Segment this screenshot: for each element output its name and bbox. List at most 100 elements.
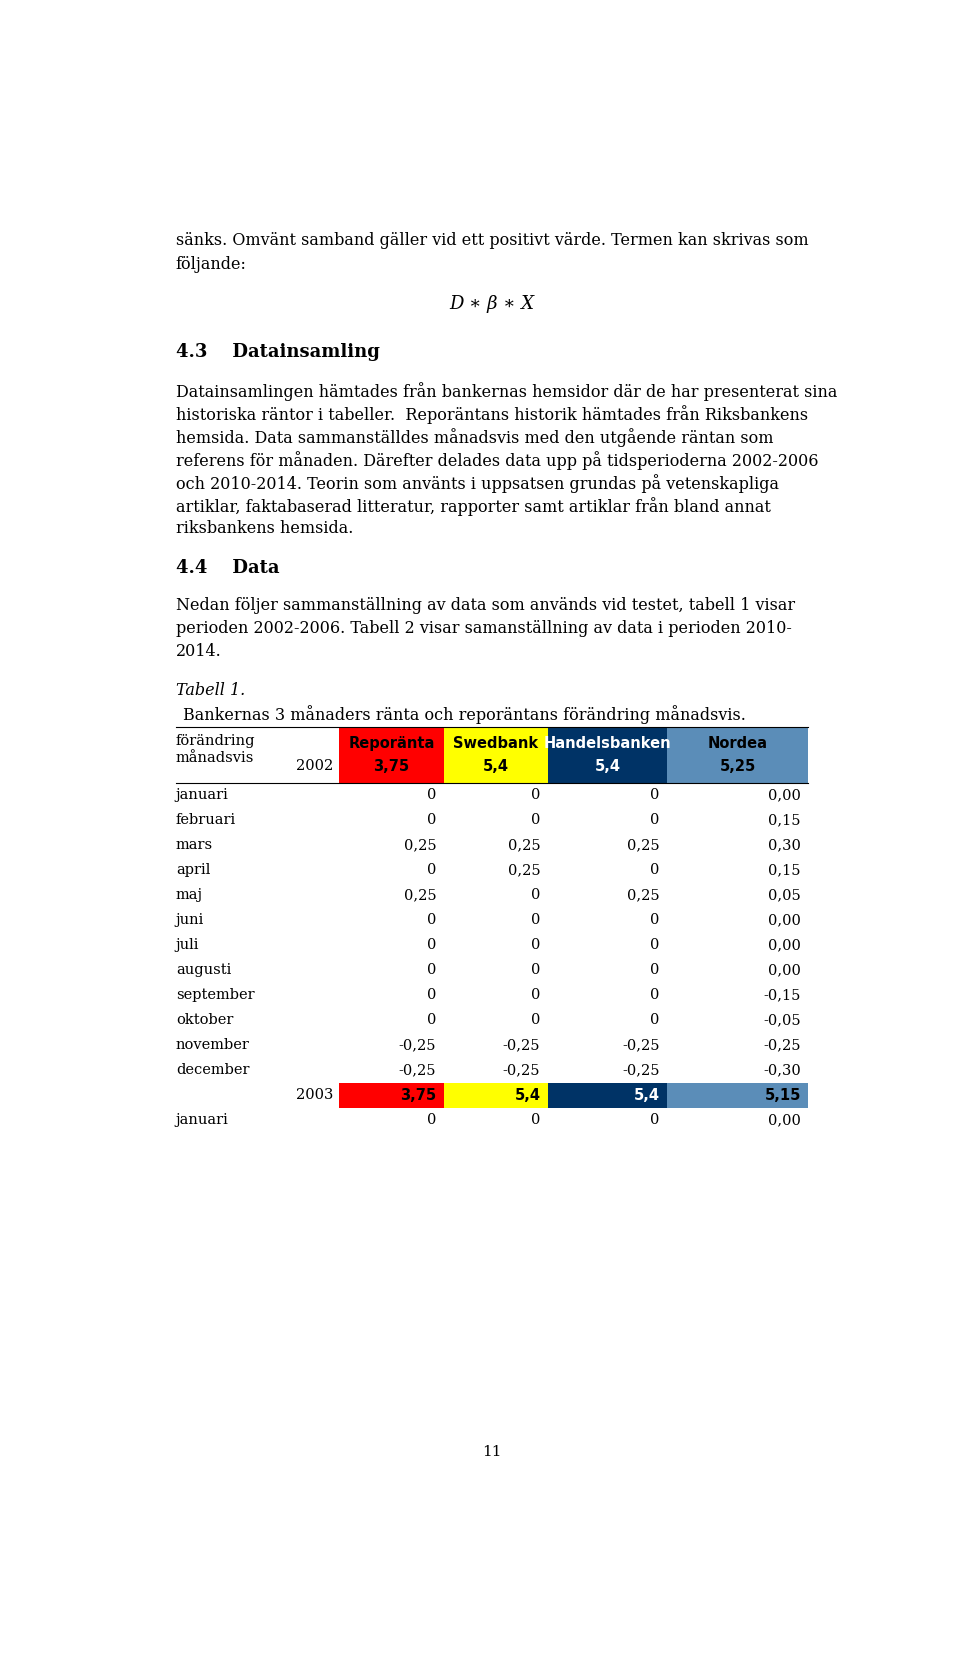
Text: historiska räntor i tabeller.  Reporäntans historik hämtades från Riksbankens: historiska räntor i tabeller. Reporäntan… [176, 404, 808, 424]
Text: mars: mars [176, 837, 213, 852]
Text: oktober: oktober [176, 1013, 233, 1027]
Text: juli: juli [176, 938, 200, 952]
Text: 0,25: 0,25 [627, 837, 660, 852]
Text: 5,4: 5,4 [483, 759, 509, 774]
Text: Reporänta: Reporänta [348, 735, 435, 750]
Text: 4.4    Data: 4.4 Data [176, 559, 279, 576]
Text: 0: 0 [650, 1013, 660, 1027]
Text: 5,4: 5,4 [634, 1088, 660, 1103]
Text: 3,75: 3,75 [373, 759, 410, 774]
Text: 0: 0 [531, 1113, 540, 1127]
Bar [340, 1083, 444, 1108]
Text: 0: 0 [650, 914, 660, 927]
Bar [548, 1083, 667, 1108]
Text: maj: maj [176, 887, 203, 902]
Text: 0: 0 [427, 812, 436, 827]
Text: Tabell 1.: Tabell 1. [176, 682, 245, 699]
Text: -0,25: -0,25 [763, 1038, 801, 1052]
Text: 0,25: 0,25 [627, 887, 660, 902]
Text: Nordea: Nordea [708, 735, 768, 750]
Text: perioden 2002-2006. Tabell 2 visar samanställning av data i perioden 2010-: perioden 2002-2006. Tabell 2 visar saman… [176, 621, 792, 637]
Text: 0: 0 [531, 988, 540, 1002]
Text: 3,75: 3,75 [400, 1088, 436, 1103]
Text: -0,25: -0,25 [622, 1038, 660, 1052]
Text: förändring: förändring [176, 734, 255, 747]
Text: 0,00: 0,00 [768, 938, 801, 952]
Text: 0,25: 0,25 [508, 862, 540, 877]
Bar [667, 727, 808, 784]
Text: hemsida. Data sammanställdes månadsvis med den utgående räntan som: hemsida. Data sammanställdes månadsvis m… [176, 428, 774, 446]
Text: Bankernas 3 månaders ränta och reporäntans förändring månadsvis.: Bankernas 3 månaders ränta och reporänta… [183, 704, 746, 724]
Text: 0,00: 0,00 [768, 787, 801, 802]
Text: 0,00: 0,00 [768, 1113, 801, 1127]
Text: Datainsamlingen hämtades från bankernas hemsidor där de har presenterat sina: Datainsamlingen hämtades från bankernas … [176, 381, 837, 401]
Text: 0,25: 0,25 [403, 887, 436, 902]
Bar [444, 727, 548, 784]
Text: februari: februari [176, 812, 236, 827]
Text: artiklar, faktabaserad litteratur, rapporter samt artiklar från bland annat: artiklar, faktabaserad litteratur, rappo… [176, 498, 771, 516]
Text: 0: 0 [427, 787, 436, 802]
Text: 0: 0 [650, 1113, 660, 1127]
Bar [444, 1083, 548, 1108]
Text: 0: 0 [531, 938, 540, 952]
Text: -0,25: -0,25 [503, 1063, 540, 1077]
Text: 0: 0 [650, 787, 660, 802]
Text: 0: 0 [531, 812, 540, 827]
Text: 0: 0 [427, 988, 436, 1002]
Bar [340, 727, 444, 784]
Text: 0: 0 [427, 1013, 436, 1027]
Text: 11: 11 [482, 1444, 502, 1458]
Text: november: november [176, 1038, 250, 1052]
Text: 0: 0 [531, 887, 540, 902]
Text: 0,15: 0,15 [768, 862, 801, 877]
Text: 0: 0 [531, 787, 540, 802]
Text: 0,00: 0,00 [768, 914, 801, 927]
Text: 2003: 2003 [296, 1088, 333, 1102]
Text: 5,25: 5,25 [719, 759, 756, 774]
Text: 0: 0 [531, 963, 540, 977]
Text: april: april [176, 862, 210, 877]
Text: och 2010-2014. Teorin som använts i uppsatsen grundas på vetenskapliga: och 2010-2014. Teorin som använts i upps… [176, 474, 779, 493]
Bar [667, 1083, 808, 1108]
Text: D ∗ β ∗ X: D ∗ β ∗ X [449, 295, 535, 313]
Text: januari: januari [176, 1113, 228, 1127]
Text: 0,30: 0,30 [768, 837, 801, 852]
Text: juni: juni [176, 914, 204, 927]
Text: -0,30: -0,30 [763, 1063, 801, 1077]
Text: -0,25: -0,25 [398, 1038, 436, 1052]
Text: 0: 0 [531, 1013, 540, 1027]
Text: 2014.: 2014. [176, 642, 222, 661]
Text: -0,05: -0,05 [763, 1013, 801, 1027]
Text: 5,15: 5,15 [764, 1088, 801, 1103]
Text: Nedan följer sammanställning av data som används vid testet, tabell 1 visar: Nedan följer sammanställning av data som… [176, 597, 795, 614]
Text: 0,25: 0,25 [508, 837, 540, 852]
Text: 4.3    Datainsamling: 4.3 Datainsamling [176, 343, 379, 361]
Text: -0,25: -0,25 [503, 1038, 540, 1052]
Text: 0,15: 0,15 [768, 812, 801, 827]
Text: 0,25: 0,25 [403, 837, 436, 852]
Text: 0,05: 0,05 [768, 887, 801, 902]
Text: 0: 0 [650, 988, 660, 1002]
Text: referens för månaden. Därefter delades data upp på tidsperioderna 2002-2006: referens för månaden. Därefter delades d… [176, 451, 818, 469]
Text: månadsvis: månadsvis [176, 750, 254, 765]
Text: december: december [176, 1063, 250, 1077]
Text: -0,25: -0,25 [622, 1063, 660, 1077]
Text: 0: 0 [650, 963, 660, 977]
Text: 0: 0 [427, 963, 436, 977]
Text: riksbankens hemsida.: riksbankens hemsida. [176, 519, 353, 537]
Text: 5,4: 5,4 [515, 1088, 540, 1103]
Text: följande:: följande: [176, 255, 247, 273]
Text: 0: 0 [650, 862, 660, 877]
Text: Swedbank: Swedbank [453, 735, 539, 750]
Text: 0: 0 [427, 1113, 436, 1127]
Text: 0: 0 [427, 914, 436, 927]
Text: 0: 0 [531, 914, 540, 927]
Text: september: september [176, 988, 254, 1002]
Text: augusti: augusti [176, 963, 231, 977]
Text: 0: 0 [650, 812, 660, 827]
Text: -0,15: -0,15 [763, 988, 801, 1002]
Text: januari: januari [176, 787, 228, 802]
Bar [548, 727, 667, 784]
Text: 5,4: 5,4 [594, 759, 620, 774]
Text: 0: 0 [427, 862, 436, 877]
